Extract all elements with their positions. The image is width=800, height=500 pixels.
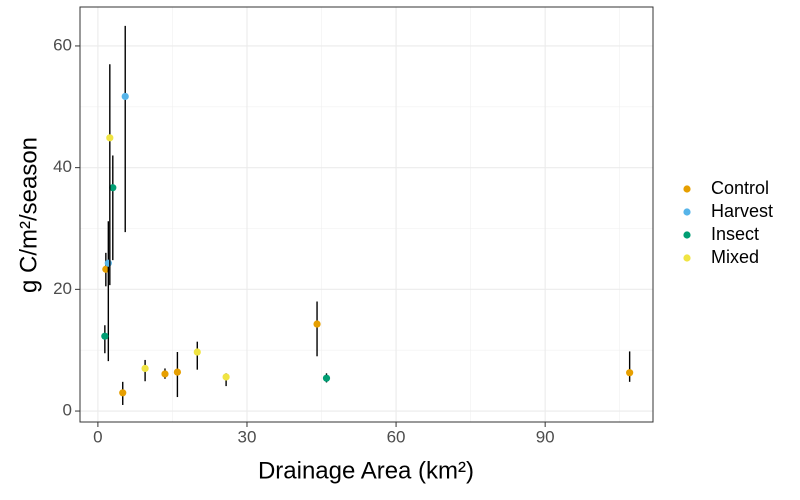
y-tick-label: 20	[53, 279, 72, 298]
point	[222, 373, 230, 381]
legend-swatch	[683, 208, 691, 216]
point	[109, 184, 117, 192]
legend-swatch	[683, 254, 691, 262]
point	[313, 320, 321, 328]
x-tick-label: 90	[536, 427, 555, 446]
y-tick-label: 0	[63, 401, 72, 420]
point	[104, 259, 112, 267]
point	[141, 364, 149, 373]
legend-label: Mixed	[711, 247, 759, 267]
x-tick-label: 60	[387, 427, 406, 446]
y-tick-label: 60	[53, 35, 72, 54]
point	[626, 369, 634, 377]
x-tick-label: 0	[93, 427, 102, 446]
point	[101, 332, 109, 340]
point	[119, 389, 127, 397]
legend-swatch	[683, 231, 691, 239]
panel-border	[79, 6, 654, 423]
legend-label: Harvest	[711, 201, 773, 221]
y-tick-label: 40	[53, 157, 72, 176]
legend-label: Control	[711, 178, 769, 198]
point	[106, 134, 114, 142]
point	[193, 348, 201, 356]
x-axis-title: Drainage Area (km²)	[258, 457, 474, 484]
point	[161, 370, 169, 378]
point	[173, 368, 182, 376]
legend-label: Insect	[711, 224, 759, 244]
point	[322, 374, 331, 382]
point	[121, 92, 129, 101]
legend-swatch	[683, 185, 691, 193]
x-tick-label: 30	[238, 427, 257, 446]
y-axis-title: g C/m²/season	[15, 137, 42, 293]
